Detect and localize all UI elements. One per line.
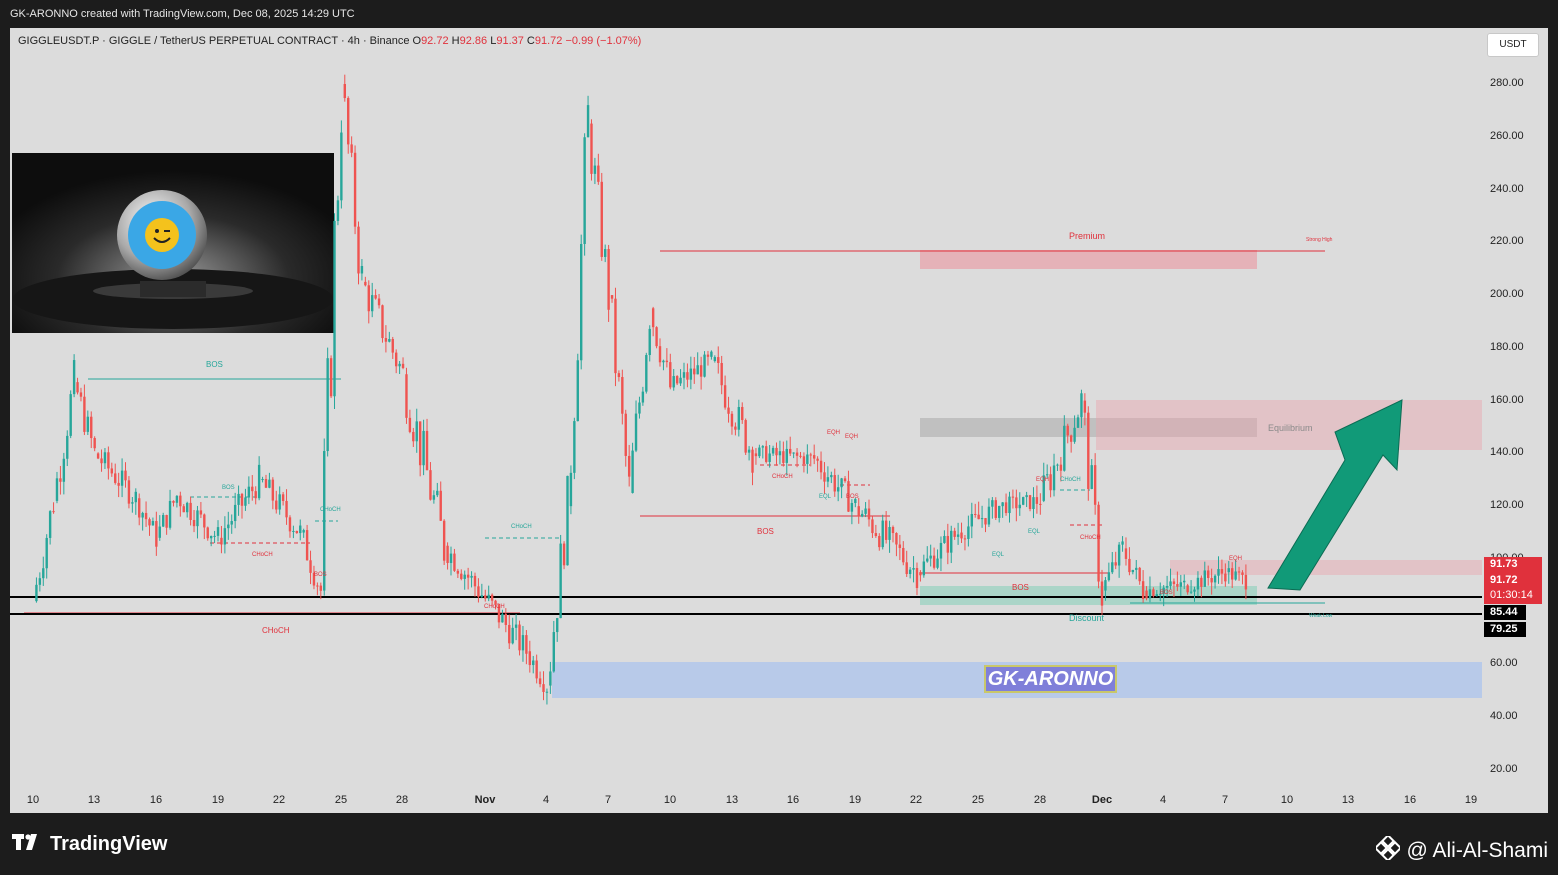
close-label: C bbox=[526, 35, 535, 47]
countdown-value: 01:30:14 bbox=[1490, 589, 1533, 601]
brand-box-label: GK-ARONNO bbox=[987, 668, 1114, 690]
time-axis-label: Dec bbox=[1091, 794, 1113, 806]
time-axis-label: 13 bbox=[725, 794, 739, 806]
price-axis-label: 20.00 bbox=[1490, 763, 1518, 775]
price-axis-label: 120.00 bbox=[1490, 499, 1524, 512]
price-axis-label: 60.00 bbox=[1490, 657, 1518, 670]
tradingview-logo[interactable]: TradingView bbox=[12, 833, 167, 856]
price-axis-label: 200.00 bbox=[1490, 288, 1524, 301]
symbol-legend[interactable]: GIGGLEUSDT.P · GIGGLE / TetherUS PERPETU… bbox=[18, 35, 641, 47]
time-axis-label: 10 bbox=[26, 794, 40, 806]
price-axis-label: 280.00 bbox=[1490, 77, 1524, 89]
time-axis-label: 19 bbox=[848, 794, 862, 806]
price-axis-label: 240.00 bbox=[1490, 182, 1524, 195]
price-tag-high: 91.73 bbox=[1484, 557, 1542, 572]
price-tag-value: 91.72 bbox=[1490, 574, 1518, 586]
time-axis-label: 19 bbox=[211, 794, 225, 806]
author-watermark: @ Ali-Al-Shami bbox=[1374, 833, 1548, 866]
price-axis-label: 220.00 bbox=[1490, 235, 1524, 248]
time-axis-label: 7 bbox=[604, 794, 612, 806]
time-axis-label: 28 bbox=[1033, 794, 1047, 806]
time-axis-label: 4 bbox=[542, 794, 550, 806]
watermark-text: @ Ali-Al-Shami bbox=[1406, 839, 1548, 862]
coin-icon bbox=[12, 153, 334, 333]
price-tag-level-2: 79.25 bbox=[1484, 622, 1526, 637]
price-axis-label: 260.00 bbox=[1490, 129, 1524, 142]
time-axis-label: 16 bbox=[1403, 794, 1417, 806]
time-axis-label: 28 bbox=[395, 794, 409, 806]
low-value: 91.37 bbox=[496, 35, 524, 47]
time-axis-label: 19 bbox=[1464, 794, 1478, 806]
time-axis-label: Nov bbox=[474, 794, 496, 806]
chart-panel[interactable] bbox=[10, 28, 1548, 813]
time-axis-label: 22 bbox=[272, 794, 286, 806]
time-axis-label: 16 bbox=[149, 794, 163, 806]
price-axis-label: 140.00 bbox=[1490, 446, 1524, 459]
tradingview-logo-icon bbox=[12, 834, 42, 855]
brand-box: GK-ARONNO bbox=[984, 665, 1117, 693]
price-axis-label: 160.00 bbox=[1490, 393, 1524, 406]
giggle-logo-image bbox=[12, 153, 334, 333]
change-value: −0.99 (−1.07%) bbox=[565, 35, 642, 47]
time-axis-label: 13 bbox=[87, 794, 101, 806]
time-axis-label: 25 bbox=[971, 794, 985, 806]
high-value: 92.86 bbox=[459, 35, 488, 47]
time-axis-label: 13 bbox=[1341, 794, 1355, 806]
top-bar: GK-ARONNO created with TradingView.com, … bbox=[0, 0, 1558, 28]
time-axis-label: 25 bbox=[334, 794, 348, 806]
price-axis-label: 180.00 bbox=[1490, 340, 1524, 353]
author-credit: GK-ARONNO created with TradingView.com, … bbox=[10, 8, 355, 20]
high-label: H bbox=[451, 35, 460, 47]
currency-button[interactable]: USDT bbox=[1487, 33, 1539, 57]
symbol-title[interactable]: GIGGLEUSDT.P · GIGGLE / TetherUS PERPETU… bbox=[18, 35, 410, 47]
price-axis-label: 40.00 bbox=[1490, 710, 1518, 723]
time-axis-label: 10 bbox=[663, 794, 677, 806]
time-axis-label: 16 bbox=[786, 794, 800, 806]
time-axis-label: 22 bbox=[909, 794, 923, 806]
tradingview-logo-text: TradingView bbox=[50, 833, 168, 855]
binance-icon bbox=[1374, 833, 1403, 866]
footer bbox=[0, 813, 1558, 875]
price-tag-last: 91.72 01:30:14 bbox=[1484, 572, 1542, 604]
open-value: 92.72 bbox=[421, 35, 449, 47]
time-axis-label: 7 bbox=[1221, 794, 1229, 806]
low-label: L bbox=[490, 35, 497, 47]
time-axis-label: 4 bbox=[1159, 794, 1167, 806]
close-value: 91.72 bbox=[534, 35, 563, 47]
time-axis-label: 10 bbox=[1280, 794, 1294, 806]
price-tag-level-1: 85.44 bbox=[1484, 605, 1526, 620]
open-label: O bbox=[412, 35, 422, 47]
